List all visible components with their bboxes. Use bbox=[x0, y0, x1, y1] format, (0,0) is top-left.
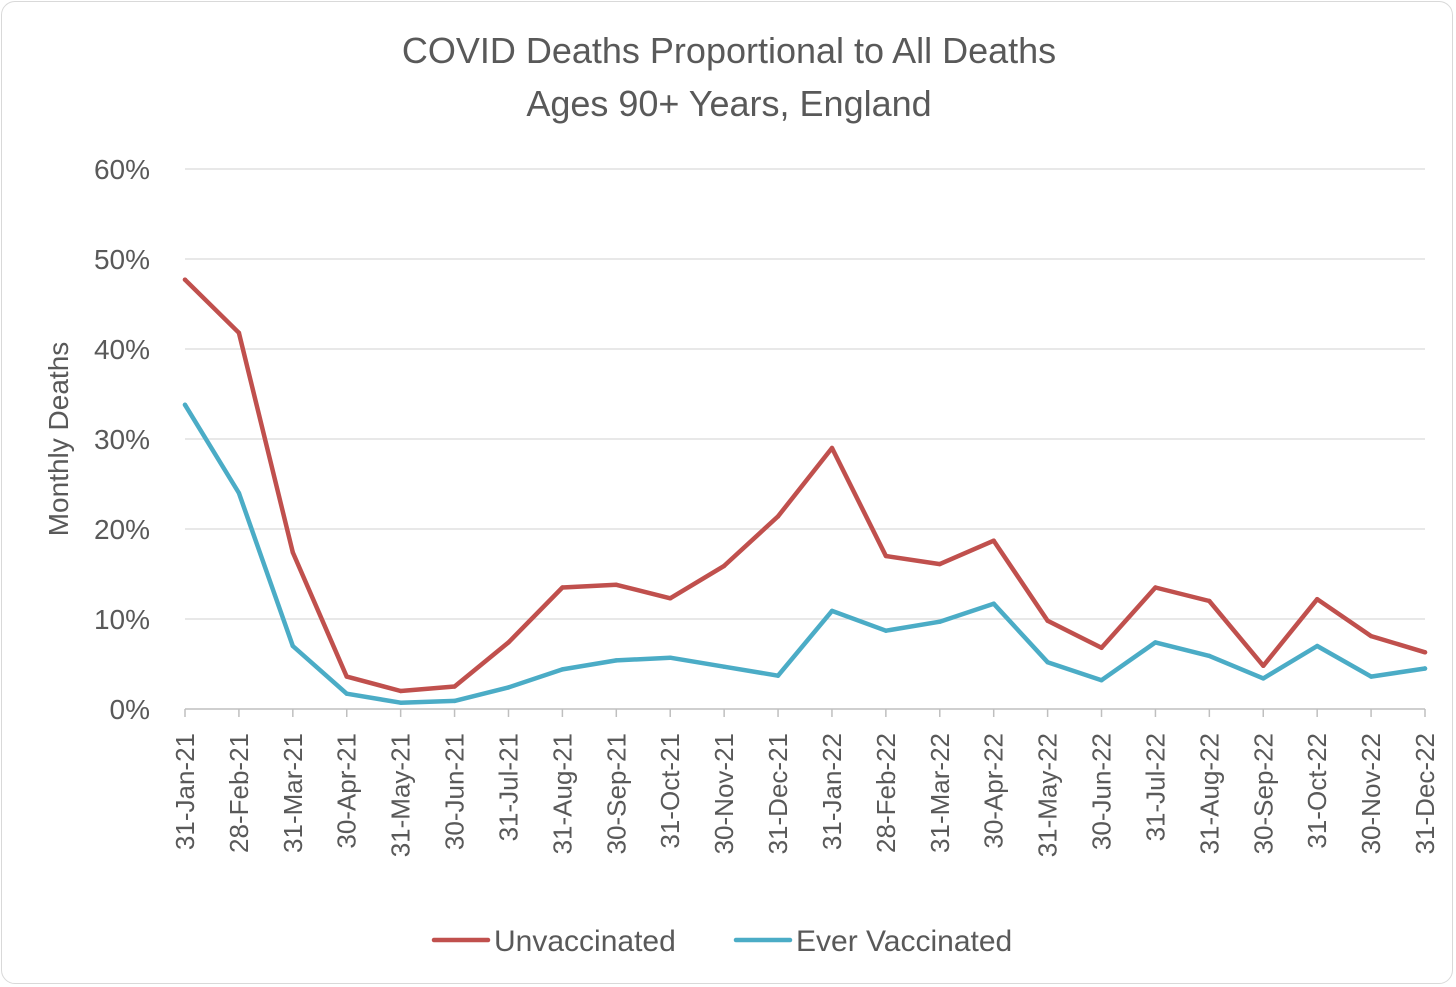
data-point bbox=[1099, 645, 1104, 650]
y-axis-title: Monthly Deaths bbox=[43, 342, 74, 537]
data-point bbox=[1314, 597, 1320, 602]
y-tick-label: 40% bbox=[94, 334, 150, 365]
data-point bbox=[614, 582, 619, 587]
x-tick-label: 31-Dec-22 bbox=[1410, 733, 1440, 854]
legend-label: Ever Vaccinated bbox=[796, 925, 1012, 958]
y-tick-label: 20% bbox=[94, 514, 150, 545]
data-point bbox=[775, 514, 781, 519]
data-point bbox=[344, 691, 349, 696]
y-tick-label: 10% bbox=[94, 604, 150, 635]
data-point bbox=[1368, 633, 1374, 639]
gridlines bbox=[185, 168, 1425, 620]
y-tick-label: 30% bbox=[94, 424, 150, 455]
data-point bbox=[991, 601, 996, 606]
data-point bbox=[182, 277, 188, 282]
data-point bbox=[1368, 674, 1374, 679]
data-point bbox=[775, 673, 781, 678]
x-tick-label: 31-Jul-21 bbox=[493, 733, 523, 841]
data-point bbox=[182, 402, 188, 407]
data-point bbox=[560, 667, 565, 672]
data-point bbox=[991, 538, 996, 543]
data-point bbox=[614, 658, 619, 663]
data-point bbox=[1045, 660, 1050, 665]
x-tick-label: 30-Apr-21 bbox=[332, 733, 362, 849]
x-tick-label: 31-Dec-21 bbox=[763, 733, 793, 854]
x-tick-label: 30-Sep-22 bbox=[1248, 733, 1278, 854]
chart-title: COVID Deaths Proportional to All Deaths bbox=[402, 30, 1056, 71]
x-tick-label: 31-Aug-21 bbox=[547, 733, 577, 854]
data-point bbox=[1153, 585, 1158, 590]
x-tick-label: 30-Sep-21 bbox=[601, 733, 631, 854]
data-point bbox=[398, 700, 403, 705]
y-axis-ticks: 0% 10% 20% 30% 40% 50% 60% bbox=[94, 154, 150, 725]
data-point bbox=[290, 550, 296, 555]
data-point bbox=[1261, 663, 1266, 668]
data-point bbox=[290, 643, 296, 649]
data-point bbox=[452, 698, 457, 704]
data-point bbox=[398, 688, 403, 694]
data-point bbox=[668, 596, 673, 601]
data-point bbox=[1314, 643, 1320, 649]
series-lines bbox=[182, 277, 1428, 705]
legend-label: Unvaccinated bbox=[494, 925, 676, 958]
x-tick-label: 31-Jan-22 bbox=[817, 733, 847, 850]
x-tick-label: 31-Mar-22 bbox=[925, 733, 955, 853]
data-point bbox=[937, 619, 942, 624]
data-point bbox=[1422, 650, 1428, 655]
data-point bbox=[1099, 678, 1104, 683]
data-point bbox=[721, 664, 727, 669]
data-point bbox=[883, 553, 889, 559]
chart-subtitle: Ages 90+ Years, England bbox=[526, 83, 931, 124]
x-tick-label: 28-Feb-21 bbox=[224, 733, 254, 853]
data-point bbox=[452, 684, 457, 689]
x-tick-label: 30-Jun-22 bbox=[1087, 733, 1117, 850]
x-tick-label: 30-Apr-22 bbox=[979, 733, 1009, 849]
data-point bbox=[506, 640, 511, 645]
y-tick-label: 0% bbox=[110, 694, 150, 725]
data-point bbox=[506, 685, 511, 690]
data-point bbox=[1153, 640, 1158, 645]
data-point bbox=[937, 561, 942, 567]
data-point bbox=[236, 330, 242, 335]
data-point bbox=[883, 628, 889, 633]
data-point bbox=[1045, 618, 1050, 623]
x-axis: 31-Jan-21 28-Feb-21 31-Mar-21 30-Apr-21 31-M… bbox=[170, 708, 1440, 857]
y-tick-label: 50% bbox=[94, 244, 150, 275]
data-point bbox=[344, 674, 349, 679]
x-tick-label: 30-Jun-21 bbox=[440, 733, 470, 850]
data-point bbox=[236, 490, 242, 496]
series-line-unvaccinated bbox=[182, 277, 1428, 694]
x-tick-label: 31-Jul-22 bbox=[1140, 733, 1170, 841]
data-point bbox=[1207, 653, 1212, 659]
x-tick-label: 30-Nov-22 bbox=[1356, 733, 1386, 854]
x-tick-label: 28-Feb-22 bbox=[871, 733, 901, 853]
x-tick-label: 31-Jan-21 bbox=[170, 733, 200, 850]
data-point bbox=[829, 608, 835, 614]
x-tick-label: 30-Nov-21 bbox=[709, 733, 739, 854]
x-tick-label: 31-May-21 bbox=[386, 733, 416, 857]
x-tick-label: 31-Mar-21 bbox=[278, 733, 308, 853]
data-point bbox=[829, 445, 835, 451]
data-point bbox=[1422, 666, 1428, 671]
data-point bbox=[721, 563, 727, 569]
data-point bbox=[1207, 598, 1212, 604]
data-point bbox=[668, 655, 673, 660]
y-tick-label: 60% bbox=[94, 154, 150, 185]
x-tick-label: 31-May-22 bbox=[1033, 733, 1063, 857]
legend: Unvaccinated Ever Vaccinated bbox=[431, 925, 1012, 958]
x-tick-label: 31-Aug-22 bbox=[1194, 733, 1224, 854]
data-point bbox=[560, 585, 565, 590]
x-tick-label: 31-Oct-21 bbox=[655, 733, 685, 849]
data-point bbox=[1261, 676, 1266, 681]
x-tick-label: 31-Oct-22 bbox=[1302, 733, 1332, 849]
series-line-ever-vaccinated bbox=[182, 402, 1428, 705]
